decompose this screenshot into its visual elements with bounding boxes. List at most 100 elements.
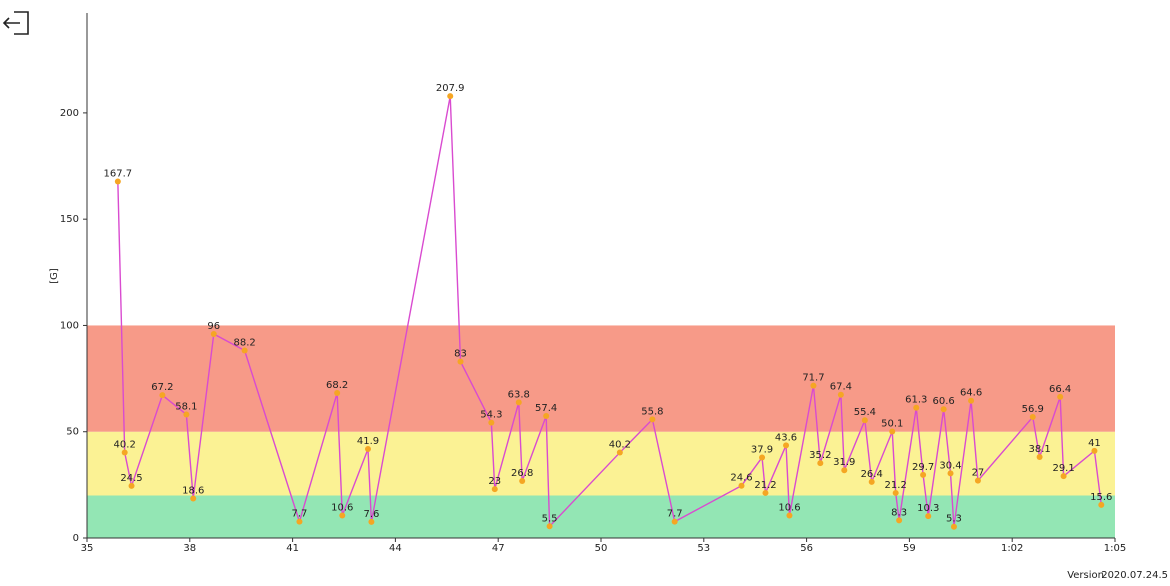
data-label: 57.4 (535, 403, 557, 414)
data-point (892, 489, 899, 496)
data-point (950, 523, 957, 530)
data-point (920, 471, 927, 478)
data-point (457, 358, 464, 365)
data-label: 66.4 (1049, 384, 1071, 395)
data-point (488, 419, 495, 426)
x-tick-label: 35 (81, 543, 94, 554)
data-point (671, 518, 678, 525)
data-point (1060, 473, 1067, 480)
x-tick-label: 50 (595, 543, 608, 554)
data-label: 7.7 (667, 509, 683, 520)
data-label: 27 (972, 468, 985, 479)
data-point (121, 449, 128, 456)
data-point (786, 512, 793, 519)
data-point (896, 517, 903, 524)
data-label: 54.3 (480, 410, 502, 421)
data-point (334, 390, 341, 397)
data-label: 167.7 (104, 169, 133, 180)
y-tick-label: 0 (73, 533, 79, 544)
y-tick-label: 200 (60, 108, 79, 119)
data-label: 96 (207, 321, 220, 332)
data-point (491, 486, 498, 493)
data-label: 41 (1088, 438, 1101, 449)
data-point (546, 523, 553, 530)
data-point (210, 330, 217, 337)
x-tick-label: 1:05 (1104, 543, 1126, 554)
data-label: 29.7 (912, 462, 934, 473)
data-label: 18.6 (182, 485, 204, 496)
data-point (1091, 447, 1098, 454)
data-point (940, 406, 947, 413)
data-label: 88.2 (233, 338, 255, 349)
data-label: 21.2 (885, 480, 907, 491)
y-axis-label: [G] (49, 268, 60, 284)
data-label: 67.4 (830, 382, 852, 393)
data-label: 37.9 (751, 444, 773, 455)
data-point (762, 489, 769, 496)
data-label: 35.2 (809, 450, 831, 461)
data-label: 38.1 (1028, 444, 1050, 455)
data-label: 5.5 (542, 513, 558, 524)
data-label: 10.3 (917, 503, 939, 514)
data-label: 68.2 (326, 380, 348, 391)
data-label: 26.8 (511, 468, 533, 479)
data-point (841, 467, 848, 474)
data-point (968, 397, 975, 404)
data-label: 30.4 (939, 460, 961, 471)
data-point (128, 482, 135, 489)
data-point (159, 392, 166, 399)
data-point (447, 93, 454, 100)
version: 2020.07.24.5 (1101, 570, 1168, 581)
data-label: 41.9 (357, 436, 379, 447)
data-point (868, 478, 875, 485)
data-point (738, 482, 745, 489)
data-label: 83 (454, 349, 467, 360)
data-label: 40.2 (609, 440, 631, 451)
data-point (783, 442, 790, 449)
zone-band (87, 431, 1115, 496)
data-point (368, 518, 375, 525)
data-label: 26.4 (861, 469, 883, 480)
data-label: 207.9 (436, 83, 465, 94)
data-label: 43.6 (775, 432, 797, 443)
data-point (947, 470, 954, 477)
x-tick-label: 1:02 (1001, 543, 1023, 554)
data-point (649, 416, 656, 423)
data-point (241, 347, 248, 354)
x-tick-label: 53 (697, 543, 710, 554)
data-point (1098, 501, 1105, 508)
data-point (759, 454, 766, 461)
data-label: 5.3 (946, 514, 962, 525)
data-label: 24.6 (730, 473, 752, 484)
data-point (889, 428, 896, 435)
data-point (364, 445, 371, 452)
zone-band (87, 495, 1115, 538)
data-point (1057, 393, 1064, 400)
data-label: 64.6 (960, 388, 982, 399)
data-label: 23 (488, 476, 501, 487)
data-point (190, 495, 197, 502)
data-label: 71.7 (802, 373, 824, 384)
back-button[interactable] (2, 8, 31, 36)
series-line (117, 95, 1102, 529)
data-label: 63.8 (508, 389, 530, 400)
data-point (913, 404, 920, 411)
data-label: 55.4 (854, 407, 876, 418)
y-tick-label: 50 (66, 427, 79, 438)
data-label: 58.1 (175, 402, 197, 413)
x-tick-label: 38 (183, 543, 196, 554)
data-label: 50.1 (881, 419, 903, 430)
data-label: 8.3 (891, 507, 907, 518)
data-label: 60.6 (933, 396, 955, 407)
data-point (543, 412, 550, 419)
data-label: 15.6 (1090, 492, 1112, 503)
data-label: 29.1 (1052, 463, 1074, 474)
data-point (183, 411, 190, 418)
x-tick-label: 56 (800, 543, 813, 554)
data-point (1029, 414, 1036, 421)
data-label: 40.2 (114, 440, 136, 451)
data-point (837, 391, 844, 398)
version-label: Version (1067, 570, 1104, 581)
data-label: 56.9 (1022, 404, 1044, 415)
data-label: 61.3 (905, 395, 927, 406)
